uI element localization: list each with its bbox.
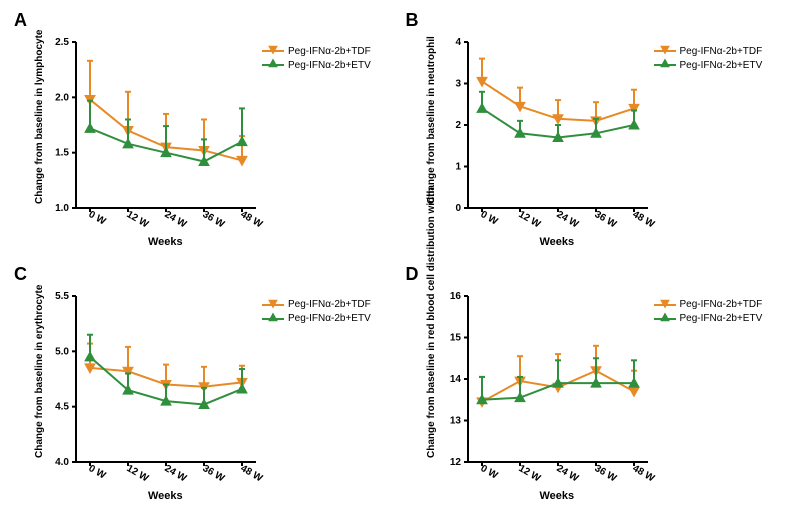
svg-text:0 W: 0 W <box>87 463 108 482</box>
legend-swatch <box>654 318 676 320</box>
legend-item: Peg-IFNα-2b+TDF <box>262 44 371 58</box>
legend-swatch <box>654 50 676 52</box>
svg-text:12: 12 <box>449 457 461 468</box>
svg-text:24 W: 24 W <box>554 463 580 484</box>
legend-label: Peg-IFNα-2b+ETV <box>288 60 371 71</box>
svg-text:15: 15 <box>449 332 461 343</box>
legend-item: Peg-IFNα-2b+ETV <box>262 58 371 72</box>
chart-C: 4.0 4.5 5.0 5.5 0 W 12 W 24 W 36 W 48 W <box>4 258 396 512</box>
legend-swatch <box>262 304 284 306</box>
panel-D: D12131415160 W12 W24 W36 W48 WChange fro… <box>396 258 788 512</box>
svg-text:1.0: 1.0 <box>55 203 69 214</box>
legend-label: Peg-IFNα-2b+TDF <box>680 46 763 57</box>
svg-text:0 W: 0 W <box>87 209 108 228</box>
svg-text:2.5: 2.5 <box>55 37 69 48</box>
svg-text:13: 13 <box>449 415 461 426</box>
legend-swatch <box>262 318 284 320</box>
svg-text:36 W: 36 W <box>592 209 618 230</box>
legend-marker-icon <box>268 312 278 325</box>
svg-text:36 W: 36 W <box>201 463 227 484</box>
svg-text:2: 2 <box>455 120 461 131</box>
svg-text:36 W: 36 W <box>201 209 227 230</box>
legend-marker-icon <box>268 298 278 311</box>
svg-text:4.0: 4.0 <box>55 457 69 468</box>
panel-A: A1.01.52.02.50 W12 W24 W36 W48 WChange f… <box>4 4 396 258</box>
legend-item: Peg-IFNα-2b+ETV <box>654 58 763 72</box>
legend-marker-icon <box>660 59 670 72</box>
svg-text:0 W: 0 W <box>478 463 499 482</box>
legend-marker-icon <box>660 45 670 58</box>
legend-swatch <box>262 50 284 52</box>
panel-C: C4.04.55.05.50 W12 W24 W36 W48 WChange f… <box>4 258 396 512</box>
legend-C: Peg-IFNα-2b+TDF Peg-IFNα-2b+ETV <box>262 298 371 326</box>
svg-text:4.5: 4.5 <box>55 401 69 412</box>
svg-text:4: 4 <box>455 37 461 48</box>
chart-D: 12 13 14 15 16 0 W 12 W 24 W 36 W 48 W <box>396 258 788 512</box>
svg-text:1.5: 1.5 <box>55 148 69 159</box>
x-axis-title-B: Weeks <box>540 236 575 248</box>
legend-item: Peg-IFNα-2b+TDF <box>654 44 763 58</box>
svg-text:24 W: 24 W <box>163 463 189 484</box>
x-axis-title-C: Weeks <box>148 490 183 502</box>
legend-swatch <box>262 64 284 66</box>
svg-text:5.0: 5.0 <box>55 346 69 357</box>
svg-text:12 W: 12 W <box>516 209 542 230</box>
svg-text:0: 0 <box>455 203 461 214</box>
svg-text:0 W: 0 W <box>478 209 499 228</box>
y-axis-title-C: Change from baseline in erythrocyte <box>34 284 45 457</box>
svg-text:16: 16 <box>449 291 461 302</box>
legend-swatch <box>654 64 676 66</box>
svg-text:48 W: 48 W <box>630 209 656 230</box>
svg-text:14: 14 <box>449 374 461 385</box>
svg-text:24 W: 24 W <box>554 209 580 230</box>
legend-label: Peg-IFNα-2b+TDF <box>680 299 763 310</box>
svg-text:48 W: 48 W <box>239 463 265 484</box>
panel-grid: A1.01.52.02.50 W12 W24 W36 W48 WChange f… <box>0 0 791 515</box>
legend-label: Peg-IFNα-2b+ETV <box>680 60 763 71</box>
legend-item: Peg-IFNα-2b+ETV <box>262 312 371 326</box>
chart-B: 0 1 2 3 4 0 W 12 W 24 W 36 W 48 W <box>396 4 788 258</box>
legend-marker-icon <box>268 45 278 58</box>
legend-label: Peg-IFNα-2b+TDF <box>288 46 371 57</box>
legend-item: Peg-IFNα-2b+ETV <box>654 312 763 326</box>
legend-label: Peg-IFNα-2b+TDF <box>288 299 371 310</box>
legend-swatch <box>654 304 676 306</box>
y-axis-title-B: Change from baseline in neutrophil <box>426 36 437 204</box>
legend-marker-icon <box>660 312 670 325</box>
legend-label: Peg-IFNα-2b+ETV <box>288 313 371 324</box>
x-axis-title-D: Weeks <box>540 490 575 502</box>
legend-marker-icon <box>660 298 670 311</box>
svg-text:24 W: 24 W <box>163 209 189 230</box>
legend-item: Peg-IFNα-2b+TDF <box>654 298 763 312</box>
svg-text:12 W: 12 W <box>516 463 542 484</box>
y-axis-title-D: Change from baseline in red blood cell d… <box>426 187 437 458</box>
svg-text:12 W: 12 W <box>125 463 151 484</box>
svg-text:36 W: 36 W <box>592 463 618 484</box>
legend-item: Peg-IFNα-2b+TDF <box>262 298 371 312</box>
svg-text:3: 3 <box>455 79 461 90</box>
svg-text:12 W: 12 W <box>125 209 151 230</box>
panel-B: B012340 W12 W24 W36 W48 WChange from bas… <box>396 4 788 258</box>
chart-A: 1.0 1.5 2.0 2.5 0 W 12 W 24 W 36 W 48 W <box>4 4 396 258</box>
legend-B: Peg-IFNα-2b+TDF Peg-IFNα-2b+ETV <box>654 44 763 72</box>
svg-text:48 W: 48 W <box>239 209 265 230</box>
x-axis-title-A: Weeks <box>148 236 183 248</box>
svg-text:48 W: 48 W <box>630 463 656 484</box>
legend-D: Peg-IFNα-2b+TDF Peg-IFNα-2b+ETV <box>654 298 763 326</box>
y-axis-title-A: Change from baseline in lymphocyte <box>34 30 45 204</box>
legend-label: Peg-IFNα-2b+ETV <box>680 313 763 324</box>
svg-text:5.5: 5.5 <box>55 291 69 302</box>
svg-text:2.0: 2.0 <box>55 92 69 103</box>
svg-text:1: 1 <box>455 162 461 173</box>
legend-marker-icon <box>268 59 278 72</box>
legend-A: Peg-IFNα-2b+TDF Peg-IFNα-2b+ETV <box>262 44 371 72</box>
